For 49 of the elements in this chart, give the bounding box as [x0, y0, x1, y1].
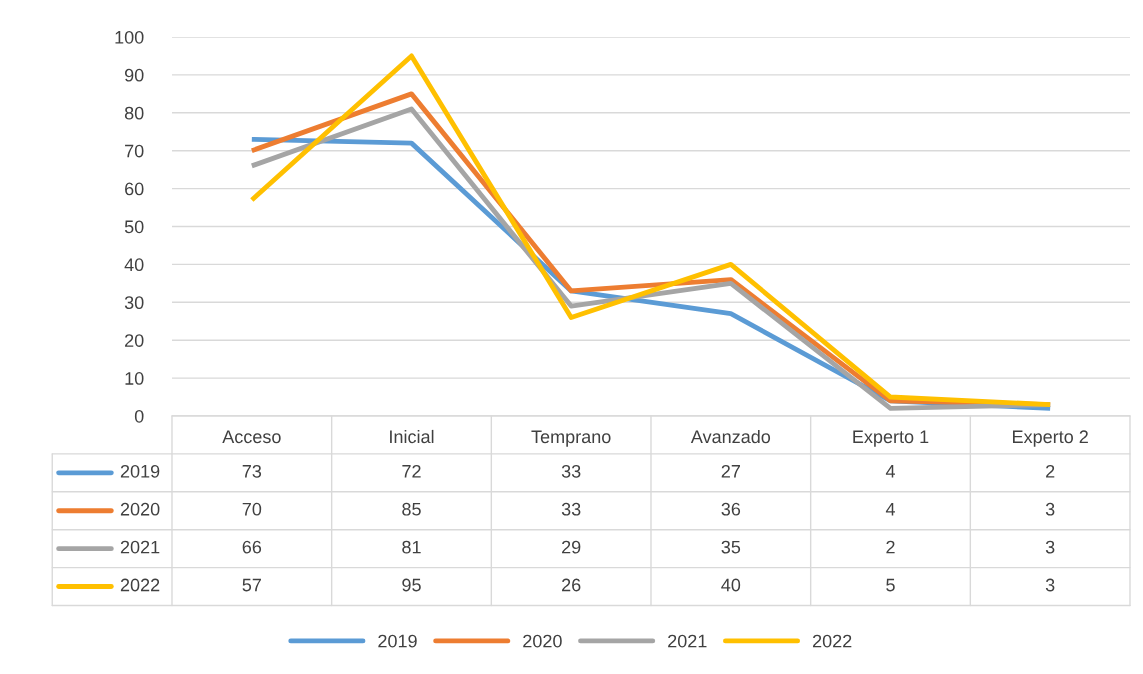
data-label: 26 [562, 578, 581, 592]
legend-label: 2019 [120, 464, 160, 478]
data-label: 57 [242, 578, 261, 592]
y-tick-label: 30 [124, 296, 144, 310]
data-label: 5 [886, 578, 895, 592]
legend-label: 2021 [120, 540, 160, 554]
data-label: 4 [885, 503, 895, 516]
data-label: 95 [402, 578, 421, 592]
data-label: 35 [721, 540, 741, 554]
data-label: 3 [1045, 540, 1055, 554]
y-tick-label: 50 [124, 220, 144, 234]
x-tick-label: Acceso [222, 430, 281, 444]
x-tick-label: Experto 1 [853, 430, 929, 447]
y-tick-label: 60 [125, 182, 144, 196]
y-tick-label: 0 [134, 409, 144, 423]
y-tick-label: 70 [125, 144, 144, 158]
x-tick-label: Inicial [390, 429, 434, 444]
text: 2022 [812, 634, 852, 648]
x-tick-label: Experto 2 [1013, 430, 1088, 447]
text: 2020 [523, 634, 562, 648]
y-tick-label: 10 [125, 372, 144, 385]
data-label: 73 [242, 464, 262, 478]
text: 2021 [668, 634, 707, 648]
data-label: 36 [721, 502, 741, 516]
x-tick-label: Temprano [531, 430, 611, 447]
data-label: 40 [721, 578, 741, 592]
data-label: 4 [885, 465, 895, 478]
legend-label: 2022 [120, 578, 160, 592]
data-label: 27 [721, 464, 740, 478]
y-tick-label: 40 [124, 258, 144, 272]
y-tick-label: 90 [124, 68, 144, 82]
data-label: 3 [1045, 502, 1055, 516]
data-label: 66 [242, 540, 262, 554]
data-label: 2 [886, 540, 895, 554]
data-label: 29 [562, 540, 581, 554]
data-label: 85 [402, 502, 421, 516]
text: 2019 [378, 634, 417, 648]
y-tick-label: 100 [115, 30, 144, 44]
x-tick-label: Avanzado [690, 429, 771, 444]
y-tick-label: 80 [124, 106, 144, 120]
data-label: 72 [402, 464, 421, 478]
data-label: 33 [561, 502, 581, 516]
y-tick-label: 20 [125, 334, 144, 347]
data-label: 2 [1046, 464, 1055, 478]
data-label: 3 [1045, 578, 1055, 592]
data-label: 33 [561, 464, 581, 478]
data-label: 81 [402, 540, 421, 554]
legend-label: 2020 [120, 502, 160, 516]
data-label: 70 [242, 502, 262, 516]
